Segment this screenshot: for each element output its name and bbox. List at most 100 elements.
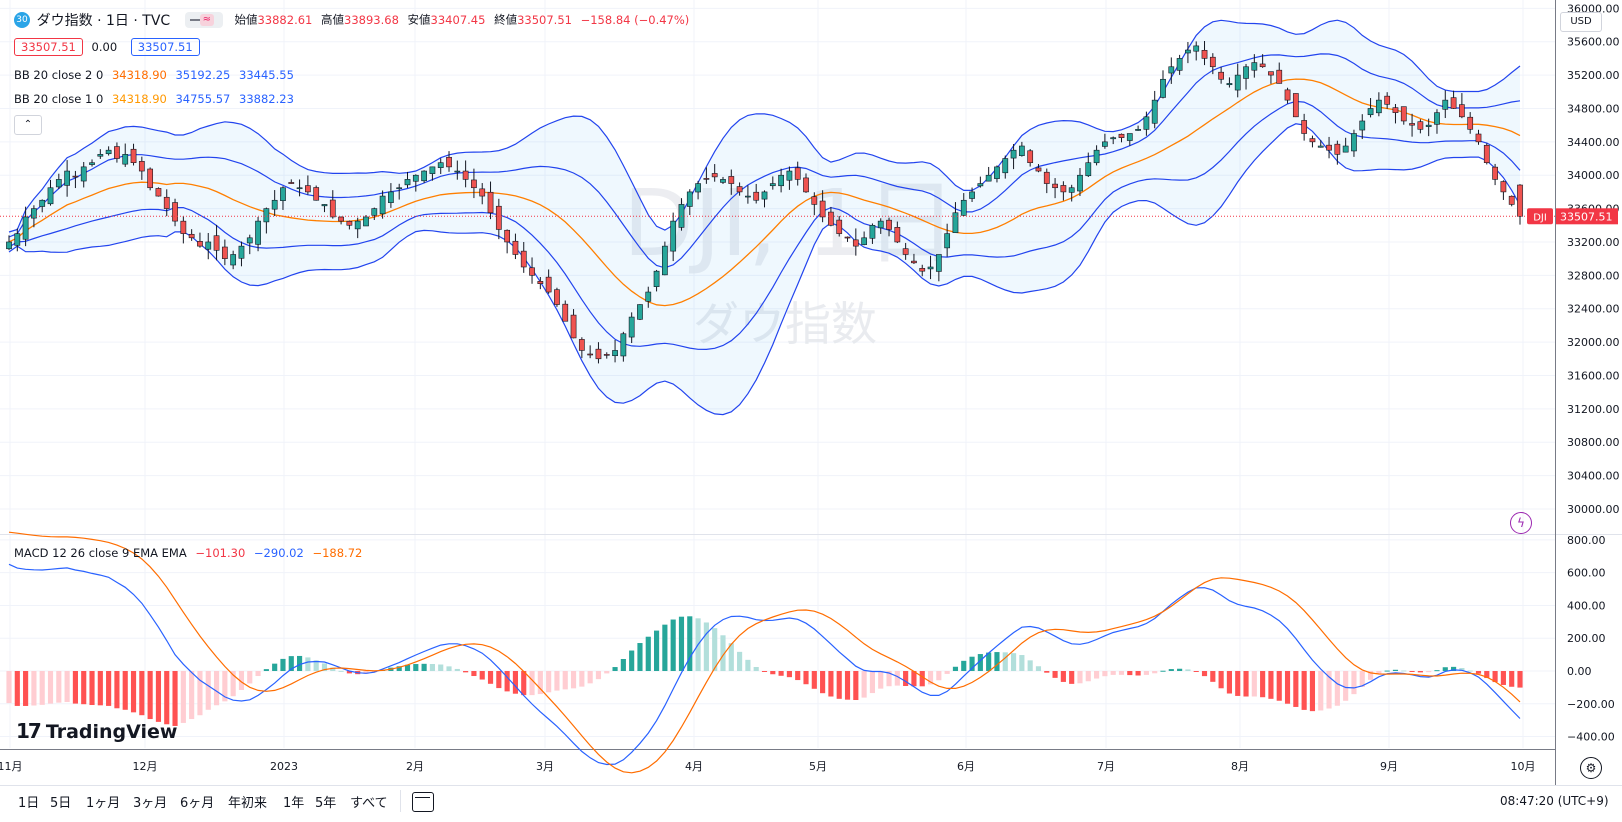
buy-price-button[interactable]: 33507.51 [130,38,200,56]
macd-histogram-bar [770,670,776,675]
macd-histogram-bar [396,666,402,671]
macd-histogram-bar [421,663,427,671]
last-price-symbol-tag [1527,208,1553,225]
macd-histogram-bar [554,670,560,691]
bb1-name[interactable]: BB 20 close 1 0 [14,92,104,106]
timeframe-0[interactable]: 1日 [18,796,40,811]
macd-histogram-bar [1251,670,1257,697]
candle-body [977,183,984,187]
macd-histogram-bar [820,670,826,694]
macd-histogram-bar [662,624,668,671]
candle-body [861,237,868,245]
candle-body [877,220,884,229]
candle-body [130,148,137,164]
macd-histogram-bar [761,670,768,672]
macd-histogram-bar [1334,670,1340,706]
macd-histogram-bar [1210,670,1216,682]
lightning-icon[interactable]: ϟ [1510,512,1532,534]
candle-body [944,233,951,249]
macd-histogram-bar [1509,670,1515,687]
tradingview-logo[interactable]: 17 TradingView [16,719,177,743]
macd-histogram-bar [180,670,186,723]
candle-body [396,187,403,190]
low-value: 33407.45 [430,12,486,27]
macd-histogram-bar [737,651,743,671]
candle-body [105,149,112,155]
timeframe-8[interactable]: すべて [350,796,388,811]
x-tick-label: 7月 [1097,760,1115,773]
candle-body [230,254,237,266]
candle-body [89,162,95,165]
macd-histogram-bar [994,652,1000,671]
macd-histogram-bar [1492,670,1498,683]
macd-histogram-bar [529,670,535,696]
open-label: 始値 [234,12,258,27]
macd-histogram-bar [39,670,45,705]
macd-histogram-bar [1044,670,1050,673]
y-tick-label: 34400.00 [1567,136,1620,149]
macd-histogram-bar [620,659,626,671]
candle-body [545,276,552,293]
timeframe-7[interactable]: 5年 [315,796,337,811]
macd-histogram-bar [1409,670,1415,672]
candle-body [305,185,311,193]
timeframe-3[interactable]: 3ヶ月 [133,796,168,811]
macd-histogram-bar [878,670,884,689]
candle-body [296,187,303,190]
candle-body [1342,145,1349,153]
macd-histogram-bar [919,670,925,687]
bb2-name[interactable]: BB 20 close 2 0 [14,68,104,82]
macd-tick-label: 400.00 [1567,599,1606,612]
candle-body [213,235,220,251]
macd-histogram-bar [404,664,411,671]
macd-histogram-bar [1417,670,1423,673]
timeframe-4[interactable]: 6ヶ月 [180,796,215,811]
candle-body [1002,158,1009,174]
candle-body [1234,74,1241,91]
macd-histogram-bar [1052,670,1058,678]
macd-histogram-bar [1077,670,1083,684]
macd-histogram-bar [1301,670,1307,710]
candle-body [1068,187,1075,193]
macd-histogram-bar [936,670,942,681]
macd-histogram-bar [1260,670,1266,698]
macd-histogram-bar [1475,670,1482,674]
macd-histogram-bar [164,670,170,725]
candle-body [1218,71,1224,80]
visibility-toggle[interactable]: ≈ [184,12,223,28]
sell-price-button[interactable]: 33507.51 [14,38,83,56]
macd-histogram-bar [778,670,784,676]
macd-histogram-bar [222,670,228,702]
price-axes: 30000.0030400.0030800.0031200.0031600.00… [0,2,1620,773]
candle-body [1400,106,1407,122]
timeframe-2[interactable]: 1ヶ月 [86,796,121,811]
candle-body [1027,150,1034,164]
timeframe-1[interactable]: 5日 [50,796,72,811]
candle-body [520,250,527,268]
macd-name[interactable]: MACD 12 26 close 9 EMA EMA [14,546,187,560]
candle-body [653,270,660,287]
candle-body [1309,138,1316,143]
currency-select[interactable]: USD [1560,12,1602,32]
timeframe-5[interactable]: 年初来 [228,796,268,811]
candle-body [1135,129,1141,131]
collapse-legend-button[interactable]: ⌃ [14,115,42,135]
chart-grid [0,0,1622,786]
candle-body [1035,167,1042,172]
timeframe-6[interactable]: 1年 [283,796,305,811]
chevron-up-icon: ⌃ [23,119,33,130]
candle-body [55,179,62,188]
settings-gear-button[interactable]: ⚙ [1580,757,1602,779]
macd-histogram-bar [1392,669,1399,671]
candle-body [1301,120,1308,134]
macd-histogram-bar [130,670,137,713]
candle-body [1508,195,1515,205]
candle-body [695,183,701,193]
date-range-button[interactable] [412,792,434,812]
macd-histogram-bar [1500,670,1506,685]
macd-histogram-bar [1276,670,1282,701]
candle-body [246,237,253,244]
candle-body [479,188,486,197]
symbol-title[interactable]: ダウ指数 · 1日 · TVC [36,13,171,29]
